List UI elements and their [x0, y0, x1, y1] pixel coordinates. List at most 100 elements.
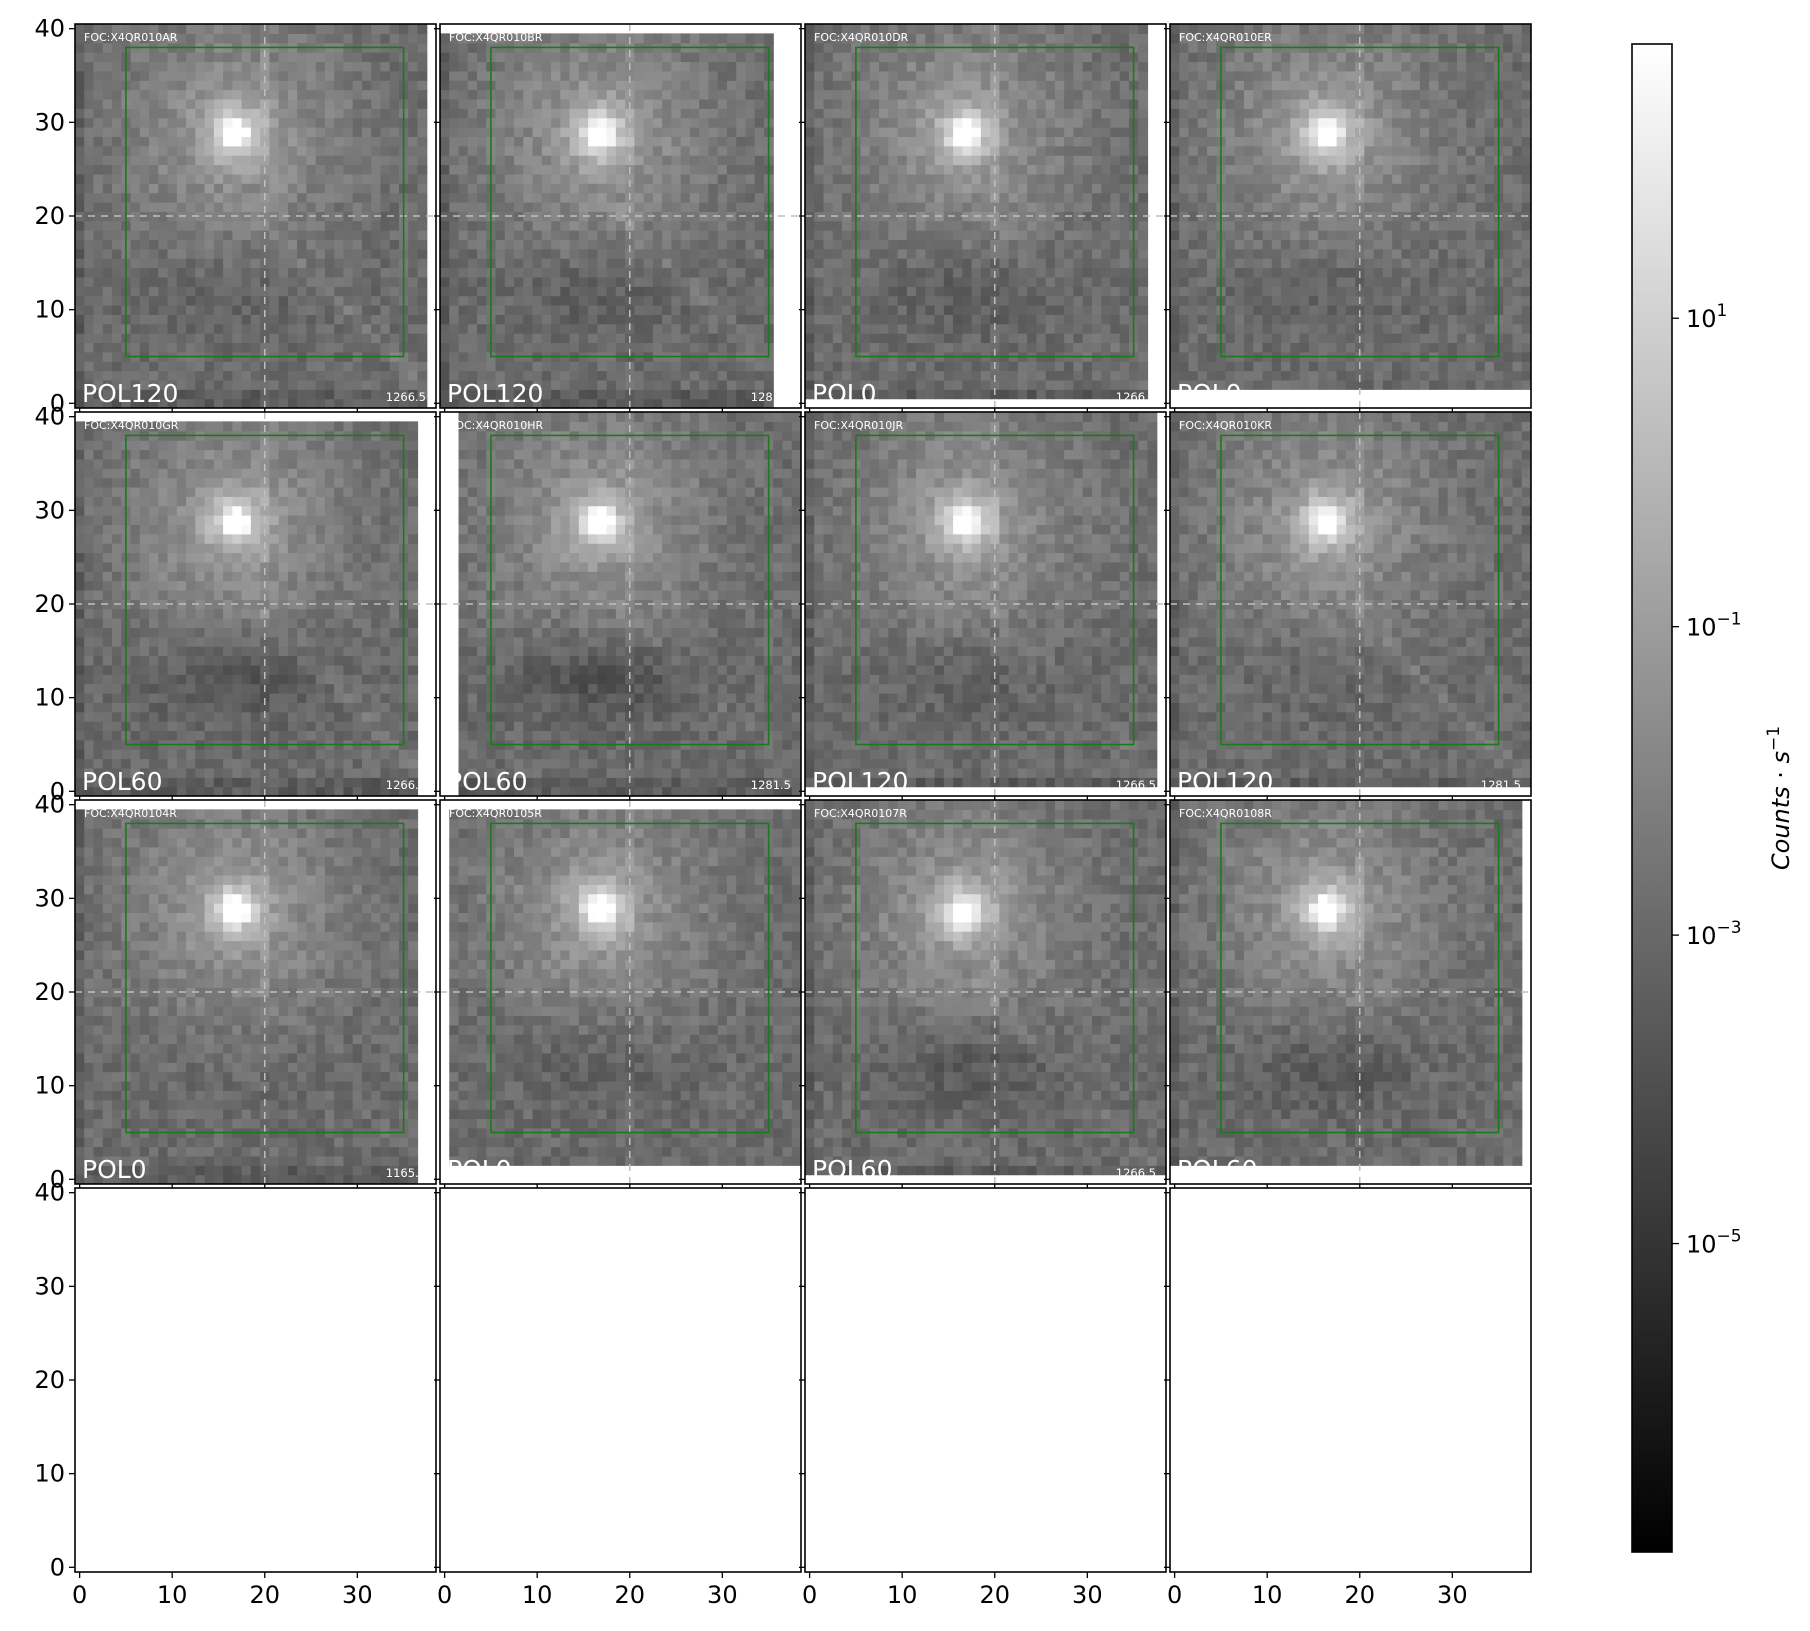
- panel: FOC:X4QR010DR POL0 1266.5: [799, 23, 1167, 414]
- image-pixels: [1170, 800, 1523, 1166]
- y-tick-label: 0: [50, 1165, 65, 1193]
- region-rectangle: [125, 822, 405, 1134]
- panel-ticks: 0 10 20 30 40: [34, 15, 358, 417]
- panel-exptime-label: 1281.5: [751, 778, 791, 792]
- x-tick-label: 20: [249, 1581, 280, 1609]
- y-tick-label: 30: [34, 108, 65, 136]
- panel: 0 10 20 30: [1164, 1187, 1532, 1609]
- x-tick-label: 30: [342, 1581, 373, 1609]
- panel-exptime-label: 1165.5: [386, 1166, 426, 1180]
- panel: FOC:X4QR0104R POL0 1165.5 0 10 20 30 40: [34, 791, 437, 1193]
- panel: FOC:X4QR010HR POL60 1281.5: [434, 411, 802, 802]
- panel-id-label: FOC:X4QR0107R: [814, 807, 907, 820]
- region-rectangle: [855, 822, 1135, 1134]
- panel-exptime-label: 1266.5: [386, 778, 426, 792]
- panel-id-label: FOC:X4QR010BR: [449, 31, 543, 44]
- x-tick-label: 10: [1252, 1581, 1283, 1609]
- panel-id-label: FOC:X4QR010HR: [449, 419, 543, 432]
- panel-id-label: FOC:X4QR0108R: [1179, 807, 1272, 820]
- image-pixels: [1170, 24, 1531, 390]
- colorbar-tick-label: 10−5: [1686, 1227, 1742, 1259]
- panel-exptime-label: 1281.5: [1481, 778, 1521, 792]
- y-tick-label: 30: [34, 884, 65, 912]
- image-pixels: [805, 800, 1166, 1176]
- panel: 0 10 20 30 0 10 20 30 40: [34, 1179, 437, 1609]
- y-tick-label: 10: [34, 684, 65, 712]
- panel-id-label: FOC:X4QR010GR: [84, 419, 179, 432]
- x-tick-label: 20: [979, 1581, 1010, 1609]
- y-tick-label: 40: [34, 1179, 65, 1207]
- panel-id-label: FOC:X4QR010JR: [814, 419, 903, 432]
- x-tick-label: 10: [522, 1581, 553, 1609]
- region-rectangle: [125, 46, 405, 358]
- x-tick-label: 0: [437, 1581, 452, 1609]
- x-tick-label: 20: [614, 1581, 645, 1609]
- image-pixels: [805, 412, 1158, 788]
- y-tick-label: 10: [34, 1460, 65, 1488]
- panel-id-label: FOC:X4QR0104R: [84, 807, 177, 820]
- panel: FOC:X4QR010GR POL60 1266.5 0 10 20 30 40: [34, 403, 437, 805]
- panel-ticks: 0 10 20 30: [1164, 1192, 1468, 1609]
- panel-id-label: FOC:X4QR010KR: [1179, 419, 1272, 432]
- panel: FOC:X4QR010KR POL120 1281.5: [1164, 411, 1532, 802]
- panel-background: [805, 1188, 1166, 1572]
- panel-grid: FOC:X4QR010AR POL120 1266.5 0 10 20 30 40 FOC:X4…: [34, 15, 1532, 1609]
- colorbar-label: Counts · s−1: [1764, 726, 1795, 870]
- y-tick-label: 10: [34, 296, 65, 324]
- region-rectangle: [490, 46, 770, 358]
- y-tick-label: 20: [34, 1366, 65, 1394]
- panel-filter-label: POL60: [447, 767, 528, 796]
- panel-id-label: FOC:X4QR010AR: [84, 31, 178, 44]
- y-tick-label: 0: [50, 389, 65, 417]
- colorbar-gradient: [1631, 43, 1673, 1553]
- y-tick-label: 10: [34, 1072, 65, 1100]
- panel-ticks: [1164, 416, 1453, 802]
- region-rectangle: [855, 46, 1135, 358]
- panel-id-label: FOC:X4QR010ER: [1179, 31, 1272, 44]
- panel-background: [75, 1188, 436, 1572]
- panel-background: [1170, 1188, 1531, 1572]
- region-rectangle: [1220, 434, 1500, 746]
- x-tick-label: 0: [802, 1581, 817, 1609]
- colorbar-tick-label: 101: [1686, 301, 1727, 333]
- x-tick-label: 30: [1072, 1581, 1103, 1609]
- panel-ticks: 0 10 20 30 0 10 20 30 40: [34, 1179, 372, 1609]
- panel-filter-label: POL120: [1177, 767, 1273, 796]
- panel: FOC:X4QR0105R POL0: [434, 799, 802, 1190]
- image-pixels: [75, 421, 419, 796]
- panel-ticks: 0 10 20 30: [434, 1192, 738, 1609]
- y-tick-label: 40: [34, 791, 65, 819]
- y-tick-label: 0: [50, 1553, 65, 1581]
- panel: FOC:X4QR010JR POL120 1266.5: [799, 411, 1167, 802]
- x-tick-label: 30: [1437, 1581, 1468, 1609]
- panel-ticks: 0 10 20 30 40: [34, 791, 358, 1193]
- panel-ticks: [799, 416, 1088, 802]
- y-tick-label: 20: [34, 978, 65, 1006]
- panel: FOC:X4QR0107R POL60 1266.5: [799, 799, 1167, 1190]
- panel-id-label: FOC:X4QR010DR: [814, 31, 909, 44]
- region-rectangle: [490, 822, 770, 1134]
- x-tick-label: 30: [707, 1581, 738, 1609]
- panel-id-label: FOC:X4QR0105R: [449, 807, 542, 820]
- y-tick-label: 30: [34, 496, 65, 524]
- panel: 0 10 20 30: [434, 1187, 802, 1609]
- image-pixels: [449, 809, 801, 1166]
- panel-exptime-label: 1266.5: [1116, 1166, 1156, 1180]
- region-rectangle: [490, 434, 770, 746]
- panel: FOC:X4QR010ER POL0: [1164, 23, 1532, 414]
- panel-filter-label: POL60: [82, 767, 163, 796]
- y-tick-label: 40: [34, 15, 65, 43]
- y-tick-label: 30: [34, 1272, 65, 1300]
- x-tick-label: 10: [157, 1581, 188, 1609]
- y-tick-label: 20: [34, 202, 65, 230]
- panel-filter-label: POL60: [812, 1155, 893, 1184]
- x-tick-label: 20: [1344, 1581, 1375, 1609]
- panel-filter-label: POL120: [812, 767, 908, 796]
- x-tick-label: 0: [72, 1581, 87, 1609]
- panel-filter-label: POL60: [1177, 1155, 1258, 1184]
- panel: FOC:X4QR010BR POL120 1281.5: [434, 23, 802, 414]
- panel-exptime-label: 1266.5: [386, 390, 426, 404]
- y-tick-label: 20: [34, 590, 65, 618]
- y-tick-label: 40: [34, 403, 65, 431]
